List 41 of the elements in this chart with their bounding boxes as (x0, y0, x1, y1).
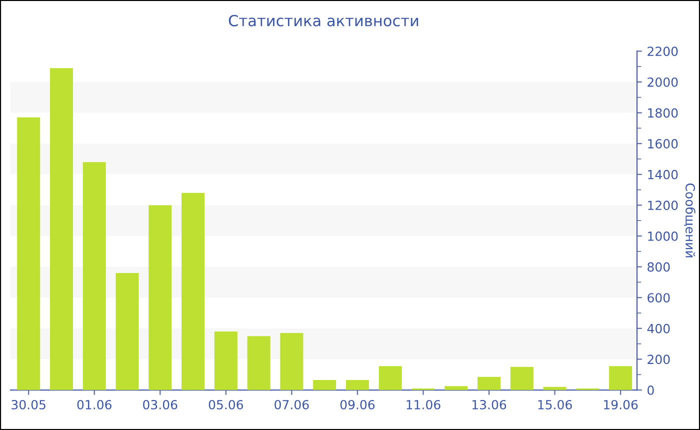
bar (50, 68, 73, 390)
y-tick-label: 0 (648, 385, 654, 395)
x-tick-label: 19.06 (604, 400, 638, 410)
bar (346, 380, 369, 390)
bar (313, 380, 336, 390)
bar (510, 366, 534, 390)
bar (82, 162, 106, 390)
x-tick-label: 03.06 (143, 400, 178, 410)
y-tick-label: 2000 (648, 77, 678, 87)
x-tick-label: 15.06 (538, 400, 572, 410)
x-tick-label: 09.06 (340, 400, 375, 410)
bar (17, 117, 40, 390)
x-tick-label: 07.06 (274, 400, 309, 410)
x-tick-label: 30.05 (12, 400, 46, 410)
y-tick-label: 1600 (648, 139, 678, 149)
y-tick-label: 1200 (648, 200, 678, 210)
y-tick-label: 2200 (648, 46, 678, 56)
y-axis-title: Сообщений (684, 183, 696, 258)
y-tick-label: 400 (647, 324, 670, 334)
y-tick-label: 200 (648, 354, 670, 364)
bar (116, 272, 139, 390)
bar (247, 336, 270, 390)
bar (214, 331, 238, 390)
x-tick-label: 05.06 (208, 400, 244, 410)
bar (609, 366, 632, 390)
x-tick-label: 01.06 (77, 400, 112, 410)
bar (182, 192, 205, 390)
bar (543, 386, 566, 390)
y-tick-label: 1800 (648, 108, 678, 118)
y-tick-label: 1000 (648, 231, 678, 241)
y-tick-label: 800 (648, 262, 670, 272)
y-tick-label: 600 (648, 293, 670, 303)
x-tick-label: 13.06 (472, 400, 506, 410)
y-tick-label: 1400 (648, 170, 678, 180)
x-tick-label: 11.06 (406, 400, 440, 410)
chart-title: Статистика активности (228, 14, 418, 26)
bar (378, 366, 402, 390)
bar (148, 205, 172, 390)
bar (477, 376, 501, 390)
bar (280, 333, 304, 390)
bar (444, 386, 468, 390)
